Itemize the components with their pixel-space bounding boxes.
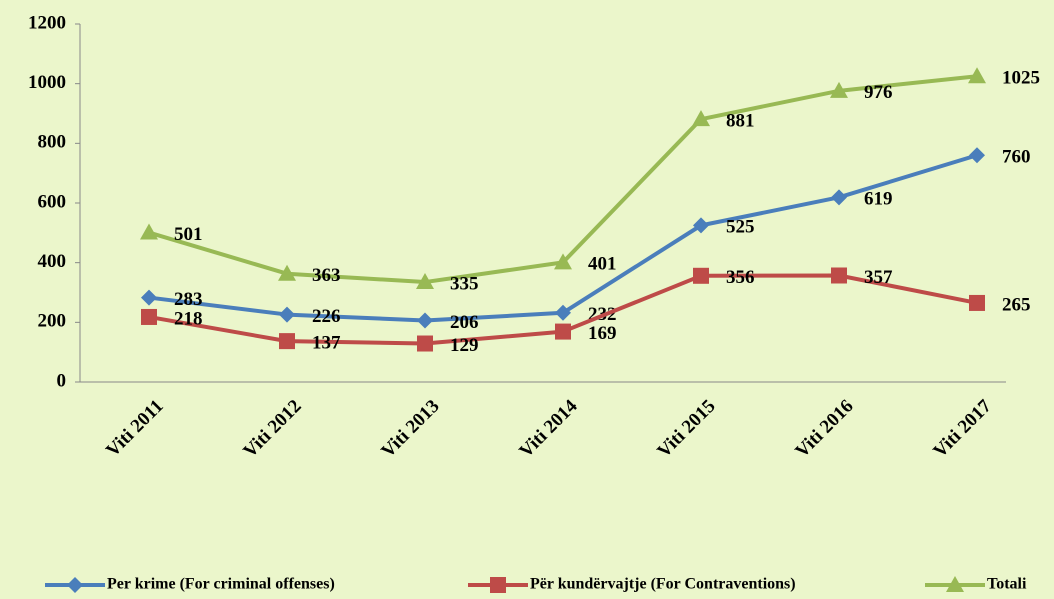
y-tick-label: 200 (38, 311, 67, 332)
data-label: 1025 (1002, 68, 1040, 89)
data-label: 357 (864, 267, 893, 288)
data-point (692, 110, 710, 127)
data-label: 226 (312, 306, 341, 327)
data-point (416, 273, 434, 290)
x-tick-label: Viti 2011 (102, 396, 167, 461)
data-point (279, 306, 295, 323)
data-label: 619 (864, 189, 893, 210)
data-label: 525 (726, 217, 755, 238)
x-tick-label: Viti 2015 (653, 396, 719, 462)
y-tick-label: 600 (38, 191, 67, 212)
data-point (969, 147, 985, 164)
y-tick-label: 800 (38, 132, 67, 153)
data-point (693, 217, 709, 234)
y-tick-label: 1200 (28, 12, 66, 33)
data-point (831, 267, 847, 284)
legend-label: Totali (987, 576, 1027, 593)
data-label: 976 (864, 82, 893, 103)
data-point (968, 67, 986, 84)
data-label: 283 (174, 289, 203, 310)
legend-marker (490, 577, 506, 593)
data-label: 501 (174, 224, 203, 245)
legend-label: Per krime (For criminal offenses) (107, 576, 335, 593)
x-tick-label: Viti 2017 (929, 395, 996, 462)
y-tick-label: 1000 (28, 72, 66, 93)
data-label: 129 (450, 335, 479, 356)
y-tick-label: 0 (57, 370, 67, 391)
data-point (278, 264, 296, 281)
y-tick-label: 400 (38, 251, 67, 272)
x-tick-label: Viti 2013 (377, 396, 443, 462)
data-point (141, 308, 157, 325)
data-label: 881 (726, 111, 755, 132)
data-point (555, 304, 571, 321)
legend-marker (67, 577, 83, 593)
data-label: 206 (450, 312, 479, 333)
data-point (554, 253, 572, 270)
series-line (148, 153, 978, 323)
data-label: 356 (726, 267, 755, 288)
data-label: 137 (312, 332, 341, 353)
data-label: 335 (450, 273, 479, 294)
series-line (148, 74, 978, 285)
data-label: 169 (588, 323, 617, 344)
data-point (555, 323, 571, 340)
legend-label: Për kundërvajtje (For Contraventions) (530, 576, 796, 593)
data-label: 218 (174, 308, 203, 329)
data-label: 265 (1002, 294, 1031, 315)
x-tick-label: Viti 2012 (239, 396, 305, 462)
data-label: 401 (588, 254, 617, 275)
data-point (969, 294, 985, 311)
data-label: 363 (312, 265, 341, 286)
data-point (830, 81, 848, 98)
data-point (279, 333, 295, 350)
data-point (831, 189, 847, 206)
x-tick-label: Viti 2014 (515, 395, 582, 462)
data-point (417, 335, 433, 352)
data-point (140, 223, 158, 240)
data-label: 760 (1002, 147, 1031, 168)
x-tick-label: Viti 2016 (791, 396, 857, 462)
data-point (693, 267, 709, 284)
legend-marker (946, 576, 964, 592)
data-point (141, 289, 157, 306)
data-point (417, 312, 433, 329)
